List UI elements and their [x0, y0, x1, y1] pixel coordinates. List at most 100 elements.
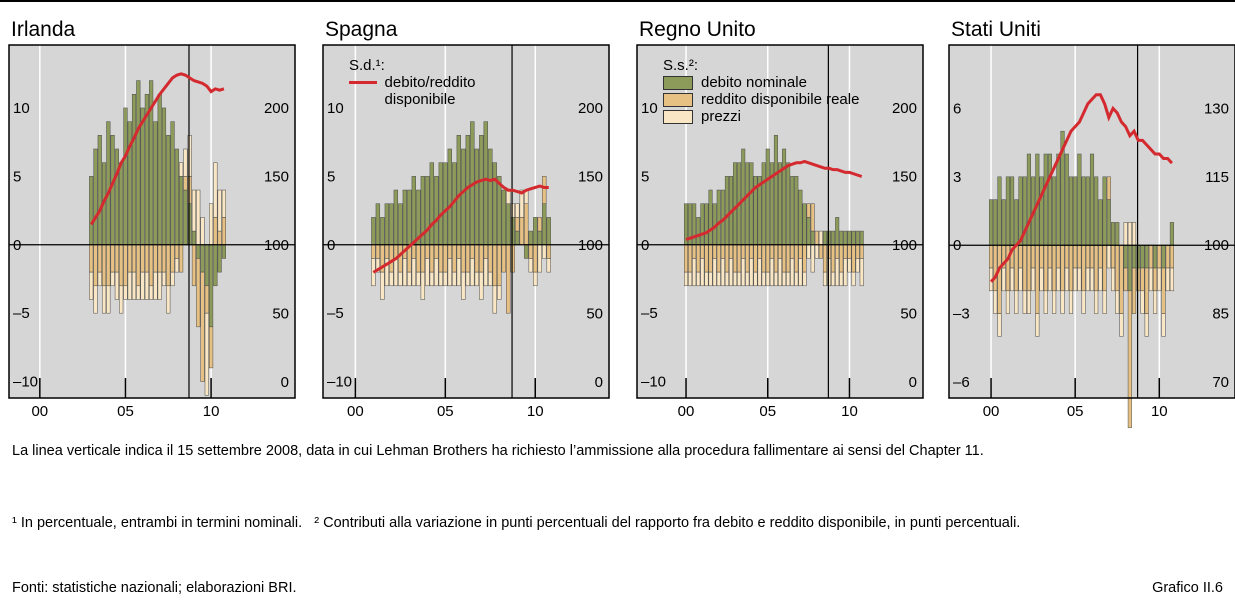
- bar-segment: [684, 244, 689, 273]
- panel-title: Irlanda: [11, 18, 76, 41]
- bar-segment: [1132, 244, 1137, 269]
- bar-segment: [1081, 176, 1086, 246]
- bar-segment: [106, 244, 111, 287]
- bar-segment: [101, 285, 107, 314]
- bar-segment: [700, 203, 705, 246]
- bar-segment: [183, 148, 188, 177]
- legend-entry: debito nominale: [663, 74, 903, 91]
- bar-segment: [993, 199, 998, 246]
- bar-segment: [753, 271, 758, 287]
- bar-segment: [438, 244, 443, 273]
- bar-segment: [380, 271, 385, 300]
- plot-frame: [636, 44, 924, 399]
- bar-segment: [191, 189, 197, 232]
- bar-segment: [1085, 244, 1090, 269]
- y2-tick-label: 150: [578, 169, 603, 186]
- x-tick-label: 05: [1067, 403, 1084, 420]
- bar-segment: [119, 162, 124, 246]
- bar-segment: [456, 244, 461, 259]
- bar-segment: [157, 271, 162, 300]
- bar-segment: [204, 285, 209, 314]
- bar-segment: [1098, 244, 1103, 269]
- bar-segment: [806, 203, 811, 218]
- legend: S.d.¹: debito/reddito disponibile: [349, 57, 519, 108]
- bar-segment: [1043, 153, 1048, 246]
- bar-segment: [174, 244, 179, 259]
- bar-segment: [97, 271, 102, 287]
- y-tick-label: 5: [13, 168, 21, 185]
- bar-segment: [1039, 244, 1044, 269]
- bar-segment: [1077, 153, 1082, 246]
- bar-segment: [716, 189, 721, 246]
- bar-segment: [110, 271, 115, 287]
- bar-segment: [835, 244, 840, 259]
- bar-segment: [144, 244, 149, 273]
- y-tick-label: –3: [953, 306, 970, 323]
- bar-segment: [114, 148, 119, 246]
- top-rule: [0, 0, 1235, 2]
- bar-segment: [1005, 176, 1010, 246]
- bar-segment: [461, 244, 466, 273]
- bar-segment: [123, 107, 128, 246]
- bar-segment: [140, 107, 145, 246]
- bar-segment: [488, 271, 493, 287]
- bar-segment: [712, 258, 717, 287]
- y-tick-label: –10: [13, 374, 38, 391]
- bar-segment: [123, 285, 128, 300]
- bar-segment: [997, 244, 1002, 314]
- bar-segment: [519, 217, 524, 246]
- bar-segment: [859, 230, 864, 246]
- bar-segment: [515, 203, 520, 218]
- bar-segment: [393, 258, 399, 287]
- bar-segment: [371, 217, 376, 246]
- bar-segment: [537, 217, 542, 232]
- y-tick-label: 3: [953, 169, 961, 186]
- bar-segment: [1144, 244, 1149, 269]
- bar-segment: [161, 107, 167, 246]
- bar-segment: [733, 271, 738, 287]
- footnote: ² Contributi alla variazione in punti pe…: [314, 515, 1021, 531]
- bar-segment: [1094, 176, 1099, 246]
- bar-segment: [200, 217, 205, 246]
- bar-segment: [492, 285, 497, 314]
- bar-segment: [733, 162, 738, 246]
- x-tick-label: 10: [203, 403, 220, 420]
- y2-tick-label: 0: [909, 374, 917, 391]
- bar-segment: [1031, 244, 1036, 269]
- bar-segment: [510, 244, 515, 273]
- bar-segment: [1073, 267, 1078, 292]
- bar-segment: [1031, 267, 1036, 292]
- bar-segment: [843, 244, 848, 259]
- bar-segment: [1115, 290, 1120, 314]
- bar-segment: [407, 271, 412, 287]
- bar-segment: [191, 230, 197, 246]
- bar-segment: [375, 244, 381, 259]
- x-tick-label: 10: [841, 403, 858, 420]
- line-series: [685, 159, 863, 241]
- bar-segment: [1068, 244, 1074, 292]
- bar-segment: [1035, 313, 1040, 337]
- y2-tick-label: 130: [1204, 100, 1229, 117]
- bar-segment: [420, 244, 425, 273]
- bar-segment: [542, 244, 547, 259]
- bar-segment: [1106, 176, 1111, 200]
- bar-segment: [765, 244, 770, 273]
- bar-segment: [1077, 267, 1082, 292]
- bar-segment: [131, 94, 137, 246]
- bar-segment: [187, 135, 192, 177]
- bar-segment: [174, 148, 179, 246]
- bar-segment: [1119, 313, 1124, 337]
- bar-segment: [782, 148, 787, 246]
- bar-segment: [1102, 290, 1107, 314]
- bar-segment: [161, 244, 167, 273]
- bar-segment: [1001, 199, 1006, 246]
- bar-segment: [456, 135, 461, 246]
- bar-segment: [524, 244, 529, 259]
- bar-segment: [855, 244, 860, 259]
- bar-segment: [716, 271, 721, 287]
- y-tick-label: 10: [641, 100, 658, 117]
- bar-segment: [510, 203, 515, 218]
- bar-segment: [93, 244, 98, 287]
- bar-segment: [213, 162, 218, 218]
- bar-segment: [1115, 244, 1120, 292]
